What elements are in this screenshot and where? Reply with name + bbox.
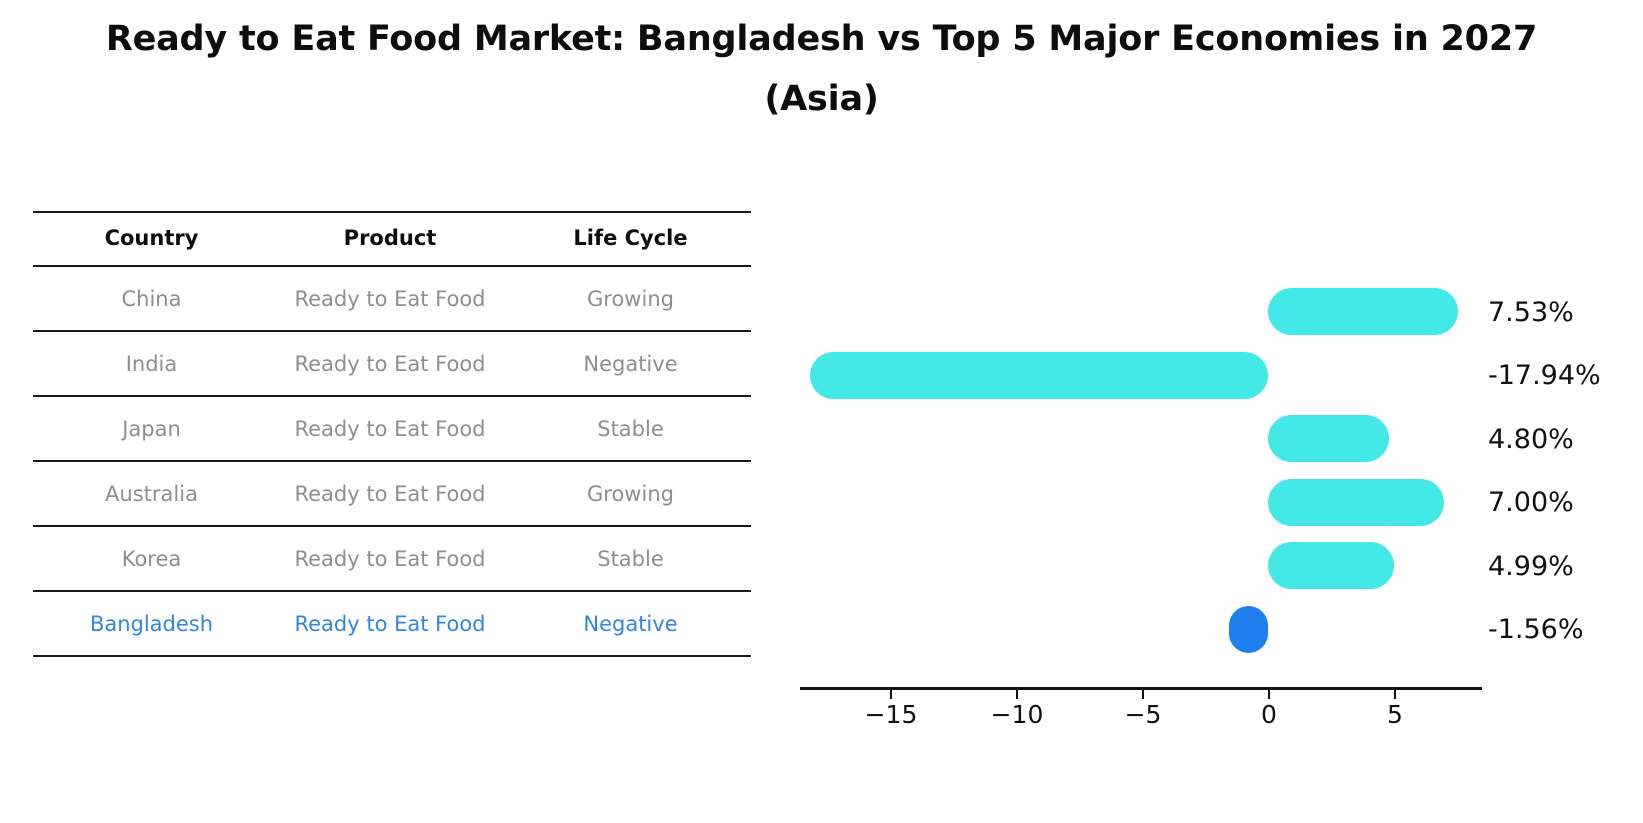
bar-korea[interactable]: [1268, 542, 1394, 589]
cell-country: India: [33, 331, 270, 397]
bar-bangladesh[interactable]: [1229, 606, 1268, 653]
cell-product: Ready to Eat Food: [270, 461, 510, 527]
cell-product: Ready to Eat Food: [270, 266, 510, 332]
bar-value-china: 7.53%: [1488, 297, 1574, 328]
table-row[interactable]: Australia Ready to Eat Food Growing: [33, 461, 751, 527]
column-header-life-cycle: Life Cycle: [510, 211, 751, 267]
x-axis-tick: [890, 690, 892, 699]
cell-life-cycle: Growing: [510, 266, 751, 332]
x-axis-tick-label: 5: [1387, 700, 1403, 729]
x-axis-tick: [1268, 690, 1270, 699]
cell-country: Bangladesh: [33, 591, 270, 657]
cell-life-cycle: Stable: [510, 526, 751, 592]
table-header-row: Country Product Life Cycle: [33, 211, 751, 267]
x-axis-line: [800, 687, 1482, 690]
page-title-line-1: Ready to Eat Food Market: Bangladesh vs …: [105, 19, 1538, 59]
table-row-highlighted[interactable]: Bangladesh Ready to Eat Food Negative: [33, 591, 751, 657]
cell-product: Ready to Eat Food: [270, 526, 510, 592]
table-row[interactable]: India Ready to Eat Food Negative: [33, 331, 751, 397]
column-header-country: Country: [33, 211, 270, 267]
bar-value-japan: 4.80%: [1488, 424, 1574, 455]
table-row[interactable]: China Ready to Eat Food Growing: [33, 266, 751, 332]
cell-life-cycle: Growing: [510, 461, 751, 527]
cell-product: Ready to Eat Food: [270, 591, 510, 657]
country-table: Country Product Life Cycle China Ready t…: [33, 211, 751, 657]
cell-life-cycle: Negative: [510, 591, 751, 657]
bar-value-bangladesh: -1.56%: [1488, 614, 1584, 645]
bar-australia[interactable]: [1268, 479, 1444, 526]
cell-life-cycle: Negative: [510, 331, 751, 397]
x-axis-tick-label: −5: [1124, 700, 1162, 729]
x-axis-tick-label: 0: [1261, 700, 1277, 729]
table-body: China Ready to Eat Food Growing India Re…: [33, 266, 751, 657]
x-axis-tick-label: −15: [864, 700, 918, 729]
page-title: Ready to Eat Food Market: Bangladesh vs …: [0, 10, 1643, 129]
country-table-container: Country Product Life Cycle China Ready t…: [33, 211, 751, 657]
cell-country: China: [33, 266, 270, 332]
table-header: Country Product Life Cycle: [33, 211, 751, 267]
cell-product: Ready to Eat Food: [270, 331, 510, 397]
cell-country: Korea: [33, 526, 270, 592]
x-axis-tick-label: −10: [990, 700, 1044, 729]
bar-japan[interactable]: [1268, 415, 1389, 462]
cell-product: Ready to Eat Food: [270, 396, 510, 462]
table-row[interactable]: Korea Ready to Eat Food Stable: [33, 526, 751, 592]
x-axis-tick: [1142, 690, 1144, 699]
bar-value-korea: 4.99%: [1488, 551, 1574, 582]
column-header-product: Product: [270, 211, 510, 267]
bar-value-india: -17.94%: [1488, 360, 1601, 391]
cell-life-cycle: Stable: [510, 396, 751, 462]
cell-country: Japan: [33, 396, 270, 462]
table-row[interactable]: Japan Ready to Eat Food Stable: [33, 396, 751, 462]
page-title-line-2: (Asia): [764, 78, 879, 119]
cell-country: Australia: [33, 461, 270, 527]
x-axis-tick: [1394, 690, 1396, 699]
x-axis-tick: [1016, 690, 1018, 699]
bar-india[interactable]: [810, 352, 1268, 399]
bar-value-australia: 7.00%: [1488, 487, 1574, 518]
bar-china[interactable]: [1268, 288, 1458, 335]
